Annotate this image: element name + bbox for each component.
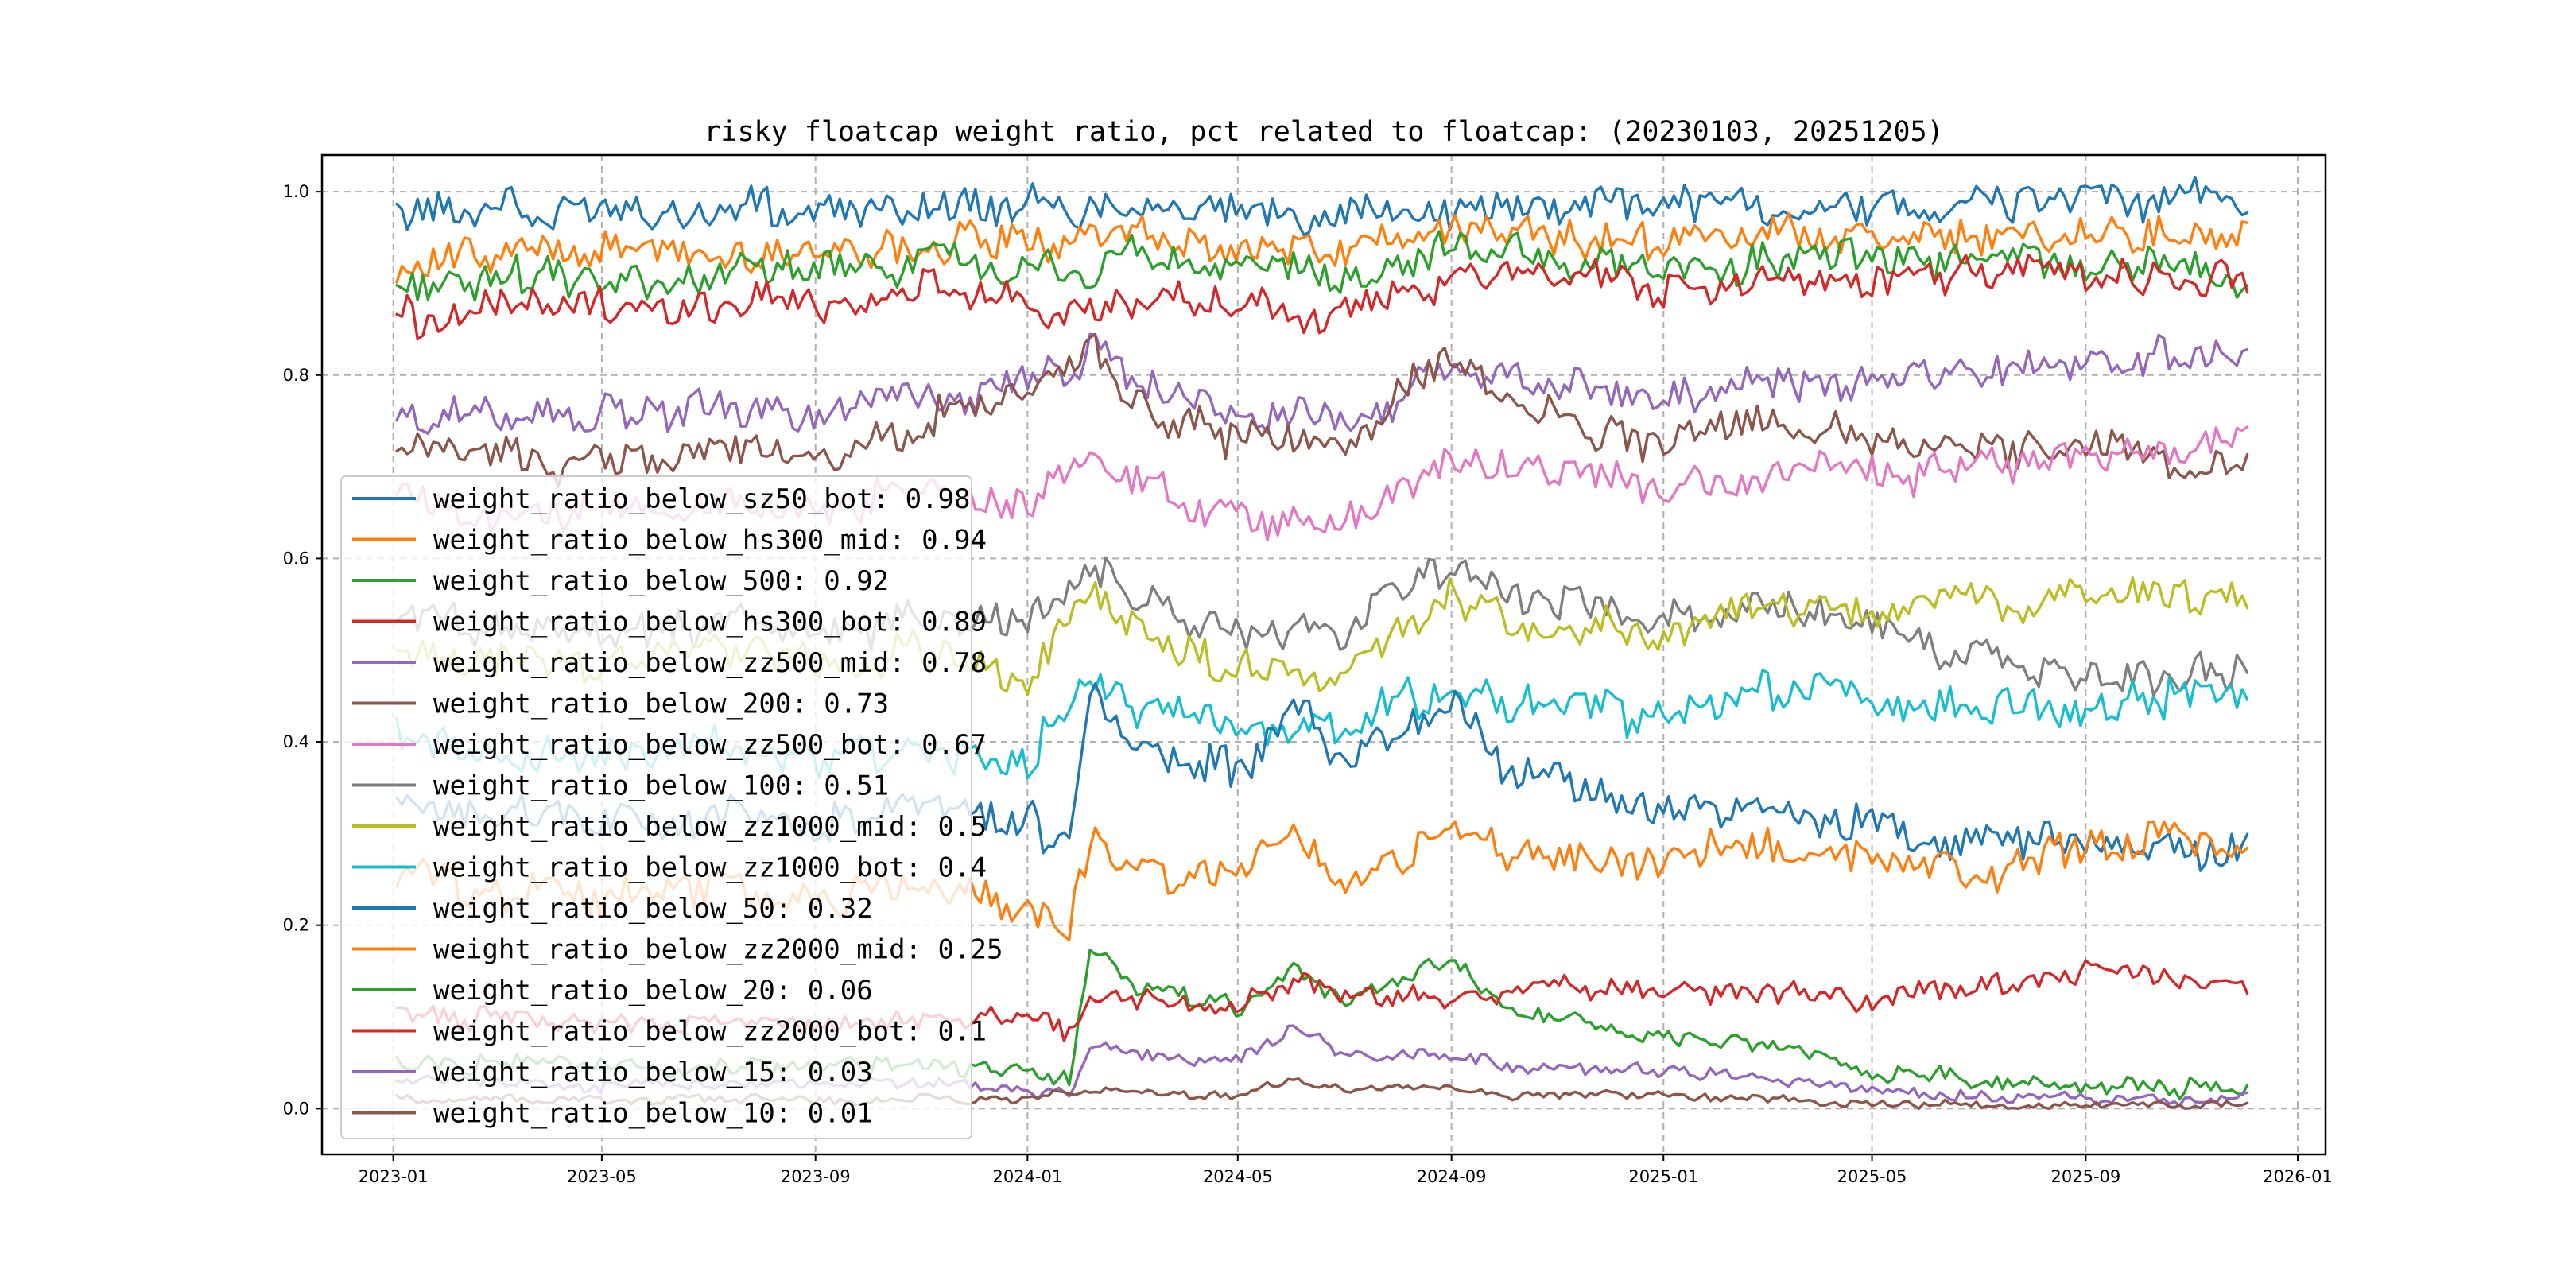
series-line-weight_ratio_below_zz500_mid (395, 332, 2249, 435)
legend-label: weight_ratio_below_200: 0.73 (433, 689, 889, 720)
legend-label: weight_ratio_below_zz500_mid: 0.78 (433, 647, 987, 679)
x-tick-label: 2026-01 (2263, 1167, 2333, 1186)
plot-frame (320, 153, 2327, 1156)
x-tick-label: 2025-01 (1628, 1167, 1698, 1186)
legend-label: weight_ratio_below_15: 0.03 (433, 1057, 873, 1088)
legend-label: weight_ratio_below_sz50_bot: 0.98 (433, 483, 971, 515)
x-tick-label: 2025-09 (2051, 1167, 2121, 1186)
series-line-weight_ratio_below_hs300_bot (395, 253, 2249, 341)
legend-label: weight_ratio_below_zz1000_mid: 0.5 (433, 811, 987, 843)
series-group (395, 176, 2249, 1110)
y-axis: 0.0 0.2 0.4 0.6 0.8 1.0 (283, 182, 322, 1118)
legend-label: weight_ratio_below_hs300_mid: 0.94 (433, 525, 987, 557)
x-tick-label: 2023-05 (567, 1167, 637, 1186)
x-tick-label: 2025-05 (1837, 1167, 1907, 1186)
legend-label: weight_ratio_below_hs300_bot: 0.89 (433, 607, 987, 638)
series-line-weight_ratio_below_sz50_bot (395, 176, 2249, 237)
legend-label: weight_ratio_below_zz1000_bot: 0.4 (433, 852, 987, 884)
legend-label: weight_ratio_below_500: 0.92 (433, 565, 889, 597)
legend-frame (340, 475, 972, 1139)
y-tick-label: 0.0 (283, 1099, 309, 1118)
legend-label: weight_ratio_below_20: 0.06 (433, 975, 873, 1007)
y-tick-label: 1.0 (283, 182, 309, 201)
series-line-weight_ratio_below_500 (395, 230, 2249, 302)
legend-label: weight_ratio_below_zz2000_bot: 0.1 (433, 1016, 987, 1048)
y-tick-label: 0.6 (283, 549, 309, 568)
x-tick-label: 2024-05 (1203, 1167, 1273, 1186)
legend: weight_ratio_below_sz50_bot: 0.98 weight_… (340, 475, 1003, 1139)
x-axis: 2023-01 2023-05 2023-09 2024-01 2024-05 2024-… (359, 1154, 2333, 1186)
legend-label: weight_ratio_below_50: 0.32 (433, 893, 873, 925)
x-tick-label: 2024-09 (1417, 1167, 1487, 1186)
y-tick-label: 0.8 (283, 366, 309, 385)
chart-title: risky floatcap weight ratio, pct related… (704, 116, 1943, 148)
x-tick-label: 2023-01 (359, 1167, 429, 1186)
legend-label: weight_ratio_below_100: 0.51 (433, 770, 889, 802)
y-tick-label: 0.4 (283, 732, 309, 751)
legend-label: weight_ratio_below_zz500_bot: 0.67 (433, 729, 987, 761)
x-tick-label: 2024-01 (992, 1167, 1062, 1186)
y-tick-label: 0.2 (283, 916, 309, 935)
x-tick-label: 2023-09 (781, 1167, 851, 1186)
series-line-weight_ratio_below_hs300_mid (395, 211, 2249, 284)
legend-label: weight_ratio_below_zz2000_mid: 0.25 (433, 934, 1003, 966)
series-line-weight_ratio_below_200 (395, 332, 2249, 488)
legend-label: weight_ratio_below_10: 0.01 (433, 1098, 873, 1130)
